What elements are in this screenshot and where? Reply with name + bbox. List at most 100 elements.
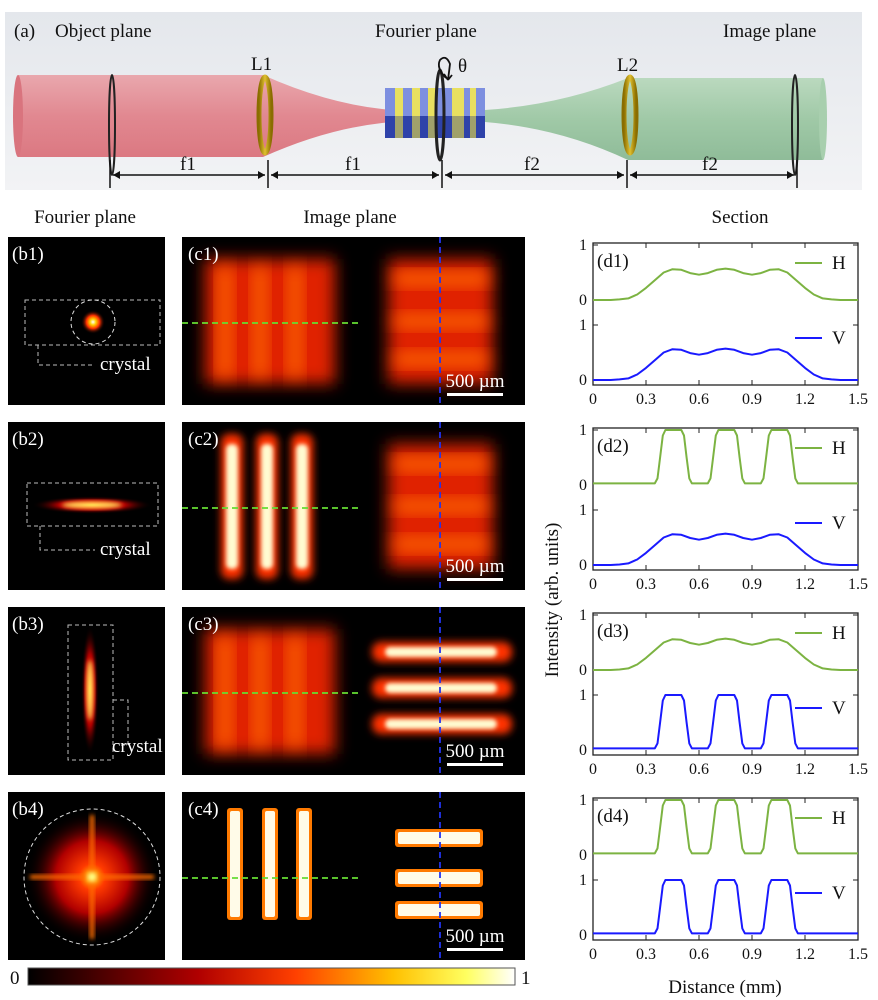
x-axis-label: Distance (mm) [668, 977, 781, 998]
scale-bar [447, 393, 503, 396]
header-section: Section [712, 207, 769, 228]
image-plane-c4: 500 µm (c4) [182, 792, 525, 960]
distance-f1-a: f1 [180, 154, 196, 175]
x-tick-label: 0.3 [636, 391, 656, 408]
x-tick-label: 1.5 [848, 576, 868, 593]
panel-label-b2: (b2) [12, 429, 44, 450]
series-H-line [593, 267, 858, 301]
legend-label-H: H [832, 253, 846, 274]
distance-arrows [109, 160, 798, 188]
plot-frame [592, 242, 859, 386]
y-axis-label: Intensity (arb. units) [542, 523, 563, 678]
x-tick-label: 0 [589, 391, 597, 408]
scale-bar-label: 500 µm [446, 741, 505, 762]
x-tick-label: 1.5 [848, 946, 868, 963]
x-tick-label: 1.5 [848, 391, 868, 408]
scale-bar-label: 500 µm [446, 926, 505, 947]
x-tick-label: 0.9 [742, 761, 762, 778]
panel-label-c3: (c3) [188, 614, 219, 635]
series-H-line [593, 799, 858, 855]
x-tick-label: 0.6 [689, 576, 709, 593]
setup-diagram: (a) Object plane Fourier plane Image pla… [5, 12, 862, 190]
scale-bar-label: 500 µm [446, 371, 505, 392]
legend-label-V: V [832, 883, 846, 904]
x-tick-label: 0.3 [636, 946, 656, 963]
legend-label-H: H [832, 438, 846, 459]
scale-bar [447, 578, 503, 581]
section-chart-d1: 0 0.3 0.6 0.9 1.2 1.5 0 1 H 0 1 V (d1) [579, 237, 868, 408]
colorbar [27, 967, 516, 986]
y-tick-label-0: 0 [579, 927, 587, 944]
fourier-plane-b1: (b1) crystal [8, 237, 165, 405]
y-tick-label-0: 0 [579, 742, 587, 759]
panel-label-d2: (d2) [597, 436, 629, 457]
y-tick-label-1: 1 [579, 422, 587, 439]
panel-label-c2: (c2) [188, 429, 219, 450]
lens-l2 [621, 74, 639, 156]
object-beam [18, 75, 263, 157]
series-V-line [593, 532, 858, 566]
x-tick-label: 0.9 [742, 946, 762, 963]
panel-label-d1: (d1) [597, 251, 629, 272]
x-tick-label: 1.2 [795, 946, 815, 963]
theta-label: θ [458, 56, 467, 77]
crystal-label: crystal [100, 354, 151, 375]
x-tick-label: 0 [589, 576, 597, 593]
panel-label-d4: (d4) [597, 806, 629, 827]
y-tick-label-1: 1 [579, 687, 587, 704]
legend-label-H: H [832, 623, 846, 644]
legend-label-V: V [832, 698, 846, 719]
focusing-beam [263, 75, 392, 157]
diverging-beam [485, 78, 628, 160]
series-V-line [593, 694, 858, 750]
image-plane-c3: 500 µm (c3) [182, 607, 525, 775]
distance-f1-b: f1 [345, 154, 361, 175]
x-tick-label: 0.9 [742, 391, 762, 408]
panel-label-d3: (d3) [597, 621, 629, 642]
plot-frame [592, 612, 859, 756]
plot-frame [592, 797, 859, 941]
x-tick-label: 0.6 [689, 391, 709, 408]
panel-label-a: (a) [14, 21, 35, 42]
distance-f2-b: f2 [702, 154, 718, 175]
legend-label-V: V [832, 328, 846, 349]
plot-frame [592, 427, 859, 571]
y-tick-label-1: 1 [579, 607, 587, 624]
y-tick-label-1: 1 [579, 792, 587, 809]
lens-l2-label: L2 [617, 55, 638, 76]
series-H-line [593, 637, 858, 671]
crystal-label: crystal [112, 736, 163, 757]
series-V-line [593, 879, 858, 935]
image-beam [628, 78, 823, 160]
section-chart-d4: 0 0.3 0.6 0.9 1.2 1.5 0 1 H 0 1 V (d4) [579, 792, 868, 963]
rotation-arrow-icon [437, 56, 453, 81]
section-chart-d3: 0 0.3 0.6 0.9 1.2 1.5 0 1 H 0 1 V (d3) [579, 607, 868, 778]
x-tick-label: 0.6 [689, 761, 709, 778]
fourier-plane-b2: (b2) crystal [8, 422, 165, 590]
lens-l1 [256, 74, 274, 156]
panel-label-c1: (c1) [188, 244, 219, 265]
y-tick-label-1: 1 [579, 317, 587, 334]
object-plane-label: Object plane [55, 21, 152, 42]
legend-label-V: V [832, 513, 846, 534]
fourier-plane-b3: (b3) crystal [8, 607, 165, 775]
y-tick-label-0: 0 [579, 557, 587, 574]
colorbar-max: 1 [521, 968, 531, 989]
legend-label-H: H [832, 808, 846, 829]
image-plane-c2: 500 µm (c2) [182, 422, 525, 590]
y-tick-label-1: 1 [579, 237, 587, 254]
x-tick-label: 0.6 [689, 946, 709, 963]
y-tick-label-0: 0 [579, 292, 587, 309]
panel-label-b4: (b4) [12, 799, 44, 820]
y-tick-label-0: 0 [579, 847, 587, 864]
y-tick-label-1: 1 [579, 872, 587, 889]
colorbar-min: 0 [10, 968, 20, 989]
x-tick-label: 0.9 [742, 576, 762, 593]
y-tick-label-0: 0 [579, 372, 587, 389]
section-chart-d2: 0 0.3 0.6 0.9 1.2 1.5 0 1 H 0 1 V (d2) [579, 422, 868, 593]
scale-bar-label: 500 µm [446, 556, 505, 577]
image-plane-c1: 500 µm (c1) [182, 237, 525, 405]
lens-l1-label: L1 [251, 54, 272, 75]
series-H-line [593, 429, 858, 485]
